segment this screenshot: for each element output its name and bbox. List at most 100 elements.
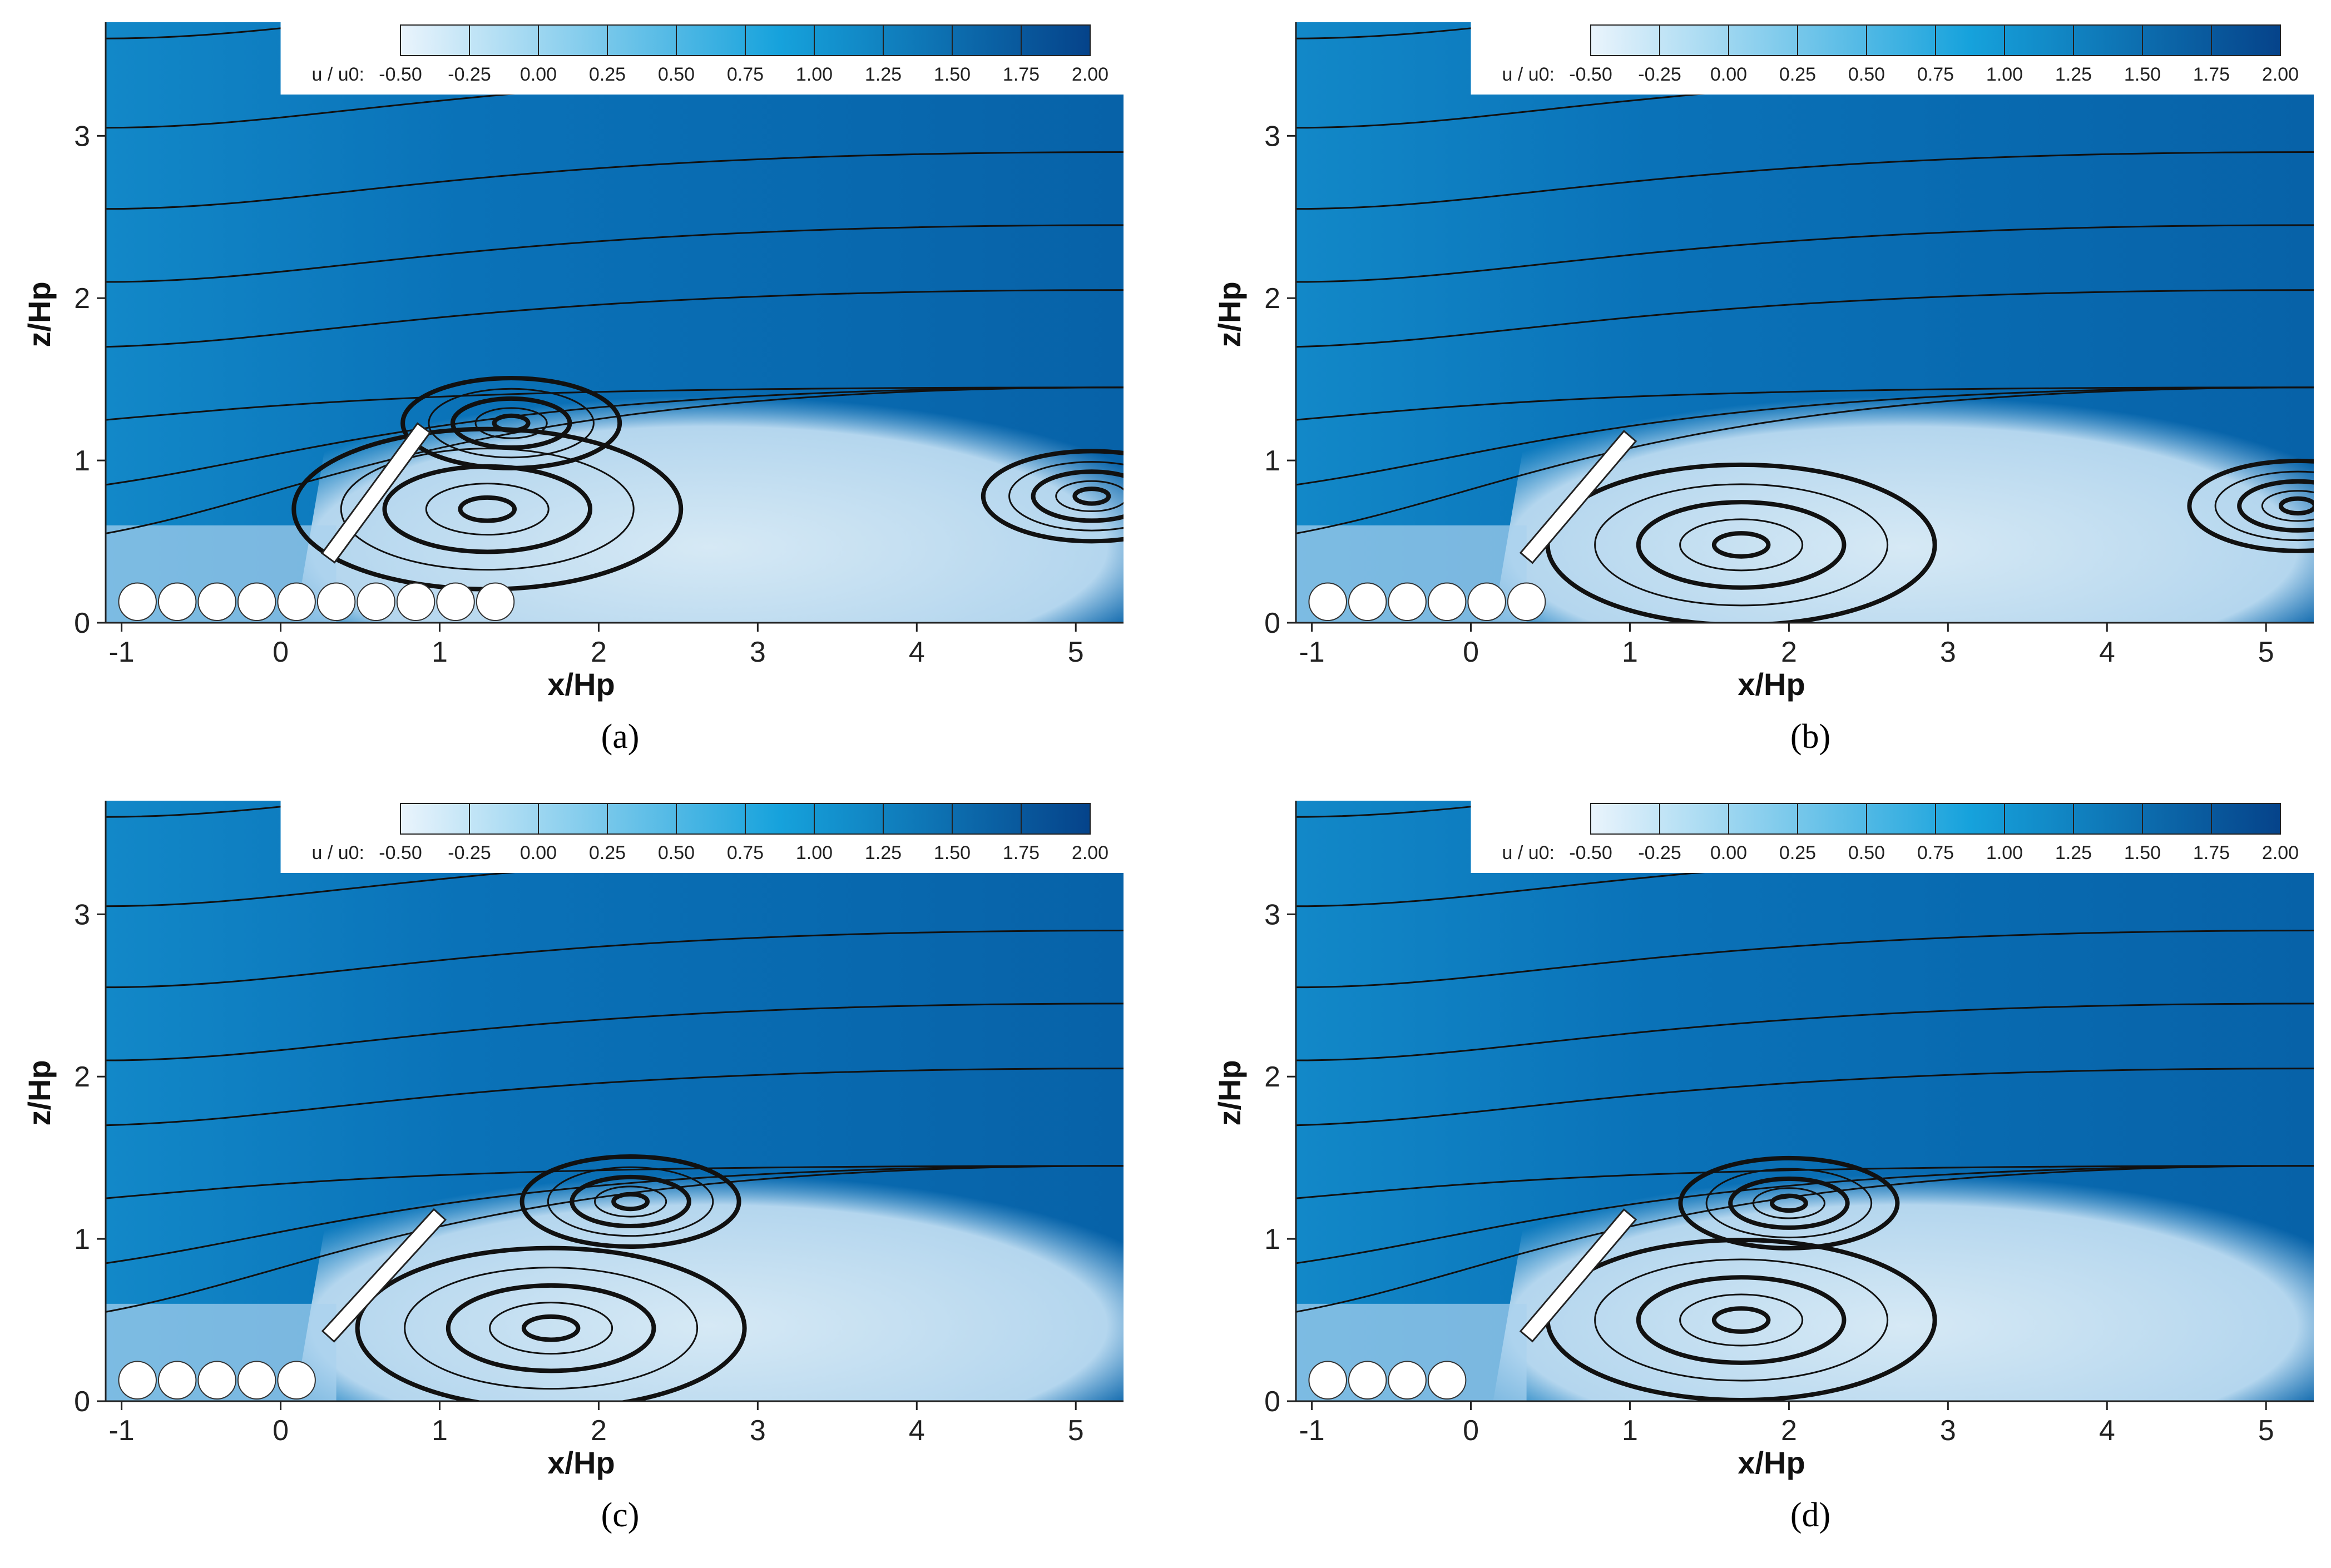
velocity-field — [106, 801, 1124, 1401]
vortex-ring — [1008, 461, 1124, 532]
colorbar-tick-label: 1.50 — [934, 64, 971, 85]
streamline — [1296, 930, 2314, 989]
colorbar-tick-label: 2.00 — [2262, 842, 2299, 864]
streamline — [1296, 386, 2314, 486]
colorbar-tick-label: 1.00 — [796, 64, 833, 85]
colorbar-tick-label: 0.50 — [1848, 842, 1885, 864]
cylinder — [1308, 1361, 1347, 1400]
panel-a: -0.50 -0.25 0.00 0.25 0.50 0.75 1.00 1.25 1.50 1.… — [22, 11, 1196, 790]
y-tick-label: 2 — [74, 282, 90, 315]
cylinder — [237, 582, 276, 621]
velocity-field — [106, 22, 1124, 623]
vortex-ring — [1636, 500, 1847, 590]
streamline — [1296, 1165, 2314, 1313]
streamline — [106, 1068, 1124, 1127]
streamline — [1296, 801, 1536, 818]
vortex-ring — [519, 1154, 741, 1249]
cylinder — [1308, 582, 1347, 621]
x-tick-label: 1 — [432, 636, 448, 668]
colorbar-tick-label: 1.50 — [2124, 64, 2161, 85]
streamline — [106, 22, 345, 39]
x-tick-label: -1 — [108, 1415, 134, 1447]
vortex-ring — [425, 483, 550, 536]
vortex-ring — [570, 1174, 691, 1229]
streamline — [1296, 224, 2314, 283]
caption-c: (c) — [601, 1496, 640, 1534]
colorbar-tick-label: 0.50 — [658, 842, 695, 864]
y-tick-label: 3 — [74, 899, 90, 931]
y-tick-label: 1 — [1264, 1223, 1280, 1256]
y-tick-label: 1 — [74, 1223, 90, 1256]
cylinder — [1348, 1361, 1387, 1400]
plot-d: -0.50 -0.25 0.00 0.25 0.50 0.75 1.00 1.25 1.50 1.… — [1212, 798, 2317, 1480]
cylinder — [316, 582, 356, 621]
vortex-ring — [547, 1166, 714, 1237]
vortex-ring — [489, 1302, 613, 1355]
wake-region — [295, 1149, 1124, 1401]
x-tick-label: 4 — [2099, 1415, 2115, 1447]
vortex-ring — [474, 407, 548, 439]
x-tick-label: 3 — [750, 636, 766, 668]
vortex-ring — [492, 413, 531, 433]
x-tick-label: 4 — [909, 1415, 925, 1447]
x-tick-label: 3 — [1940, 1415, 1956, 1447]
colorbar-label: u / u0: — [311, 842, 364, 864]
vortex-ring — [1636, 1275, 1847, 1365]
vortex-ring — [446, 1283, 656, 1373]
y-axis-label: z/Hp — [22, 1060, 57, 1125]
colorbar-tick-label: -0.50 — [1569, 842, 1612, 864]
vortex-ring — [1679, 1293, 1804, 1347]
colorbar-label: u / u0: — [1502, 64, 1555, 85]
colorbar-tick-label: 0.00 — [520, 842, 557, 864]
streamline — [106, 1165, 1124, 1264]
x-tick-label: 1 — [1622, 636, 1638, 668]
colorbar-tick-label: 1.25 — [2055, 64, 2092, 85]
cylinder — [476, 582, 515, 621]
x-axis-label: x/Hp — [1738, 667, 1805, 702]
caption-b: (b) — [1790, 718, 1831, 756]
y-tick-label: 3 — [74, 120, 90, 152]
y-axis-label: z/Hp — [1212, 281, 1247, 347]
x-tick-label: -1 — [1299, 636, 1324, 668]
y-tick-label: 2 — [74, 1061, 90, 1093]
x-tick-label: 0 — [273, 636, 289, 668]
cylinder — [1427, 582, 1467, 621]
cylinder — [1507, 582, 1546, 621]
x-tick-label: 2 — [591, 636, 607, 668]
colorbar-tick-label: 1.50 — [2124, 842, 2161, 864]
cylinder — [118, 1361, 157, 1400]
vortex-ring — [2187, 458, 2314, 553]
colorbar-tick-label: 2.00 — [1072, 842, 1108, 864]
streamline — [106, 151, 1124, 210]
cylinder — [396, 582, 435, 621]
cylinder — [197, 582, 236, 621]
vortex — [981, 449, 1124, 544]
colorbar-tick-label: 2.00 — [2262, 64, 2299, 85]
vortex-ring — [1031, 469, 1124, 523]
colorbar-tick-label: 1.25 — [865, 64, 902, 85]
porous-plate — [321, 1208, 447, 1343]
y-tick-label: 0 — [1264, 1386, 1280, 1418]
colorbar-tick-label: -0.25 — [1638, 842, 1681, 864]
streamline — [106, 224, 1124, 283]
vortex-ring — [2237, 479, 2314, 533]
panel-d: -0.50 -0.25 0.00 0.25 0.50 0.75 1.00 1.25 1.50 1.… — [1212, 790, 2331, 1568]
vortex-ring — [1594, 1258, 1889, 1382]
y-axis-label: z/Hp — [1212, 1060, 1247, 1125]
vortex-ring — [2214, 470, 2314, 542]
y-axis-label: z/Hp — [22, 281, 57, 347]
cylinder — [157, 582, 197, 621]
streamline — [1296, 386, 2314, 534]
vortex — [2187, 458, 2314, 553]
streamline — [106, 1165, 1124, 1199]
vortex-ring — [1594, 483, 1889, 607]
vortex-ring — [981, 449, 1124, 544]
streamline — [106, 386, 1124, 421]
caption-a: (a) — [601, 718, 640, 756]
streamline — [106, 1003, 1124, 1061]
streamline — [1296, 289, 2314, 348]
x-axis-label: x/Hp — [1738, 1445, 1805, 1480]
cylinder — [1467, 582, 1506, 621]
caption-d: (d) — [1790, 1496, 1831, 1534]
panel-c: -0.50 -0.25 0.00 0.25 0.50 0.75 1.00 1.25 1.50 1.… — [22, 790, 1196, 1568]
